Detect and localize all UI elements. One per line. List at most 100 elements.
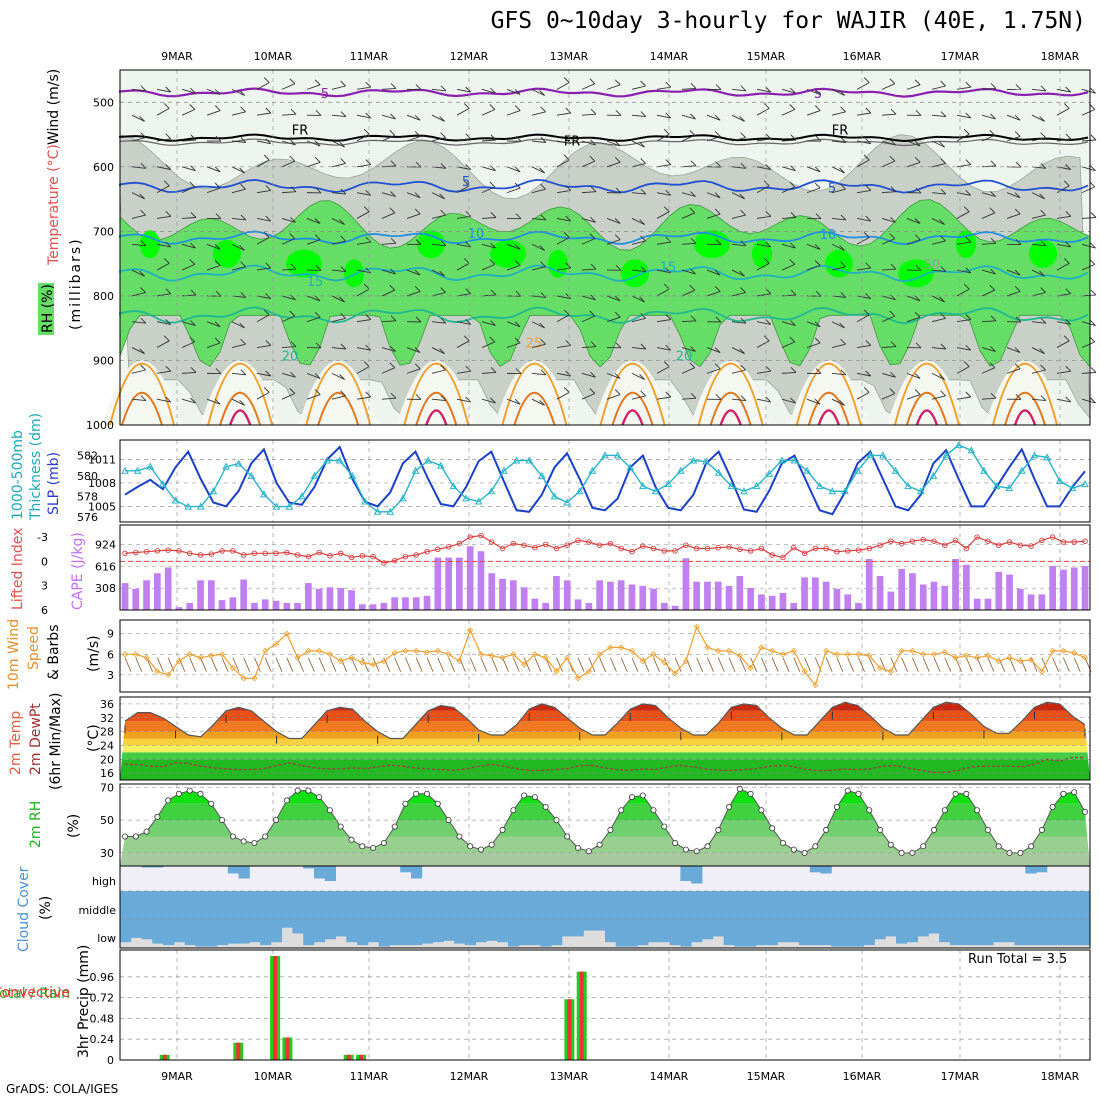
wind-barb-flag	[214, 105, 221, 111]
wind-barb	[556, 267, 571, 271]
thickness-point	[285, 502, 294, 510]
wind-barb-flag	[640, 312, 646, 319]
wind-barb-flag	[339, 141, 345, 148]
cape-bar	[930, 581, 938, 610]
wind-barb-flag	[215, 368, 222, 374]
wind-barb-flag	[814, 89, 821, 95]
wind-barb-flag	[840, 183, 846, 190]
wind-barb-flag	[339, 296, 345, 303]
wind-barb-flag	[1090, 242, 1096, 249]
cloud-high-bar	[227, 866, 239, 874]
wind-barb	[306, 239, 321, 245]
wind-barb	[1056, 370, 1071, 374]
rh-legend-swatch	[38, 283, 54, 335]
wind-barb	[756, 262, 770, 271]
wind-barb-flag	[314, 389, 321, 395]
lifted-index-point	[564, 542, 570, 548]
wind-speed-point	[208, 652, 215, 659]
thickness-point	[222, 462, 230, 470]
wind-barb	[706, 192, 721, 199]
wind-barb	[206, 398, 221, 405]
wind-barb-flag	[390, 315, 397, 322]
wind-barb	[1081, 398, 1096, 404]
wind-barb	[231, 266, 246, 271]
lifted-index-point	[1028, 543, 1034, 549]
wind-barb-flag	[965, 159, 972, 165]
wind-barb-flag	[265, 185, 272, 191]
cloud-middle-bar	[691, 891, 703, 919]
thickness-point	[777, 456, 786, 464]
wind-barb	[856, 267, 871, 271]
wind-barb	[831, 218, 846, 221]
wind-barb-flag	[814, 260, 821, 266]
surface-wind-barb	[534, 657, 542, 672]
wind-barb-flag	[714, 208, 721, 215]
wind-barb-flag	[1065, 319, 1072, 325]
cloud-middle-bar	[249, 891, 261, 919]
wind-barb	[856, 218, 871, 222]
wind-barb	[1031, 292, 1046, 297]
wind-barb	[831, 188, 846, 194]
wind-barb	[206, 187, 221, 194]
rh-point	[337, 823, 344, 830]
temp-35-contour	[817, 409, 840, 426]
lifted-index-point	[186, 550, 193, 557]
wind-speed-point	[801, 668, 808, 675]
wind-barb	[256, 112, 271, 116]
wind-speed-point	[995, 658, 1002, 665]
wind-speed-point	[154, 668, 161, 675]
thickness-point	[411, 466, 420, 474]
wind-barb-flag	[563, 232, 570, 238]
wind-barb-flag	[663, 283, 670, 290]
wind-barb-flag	[214, 166, 221, 173]
bottom-date-label: 13MAR	[550, 1070, 589, 1083]
cloud-middle-bar	[454, 891, 466, 919]
wind-speed-point	[682, 658, 689, 665]
wind-speed-point	[661, 659, 668, 666]
wind-barb-flag	[615, 187, 622, 194]
surface-wind-barb	[610, 657, 617, 672]
wind-barb	[256, 237, 270, 245]
wind-barb-flag	[465, 164, 472, 170]
wind-barb	[1056, 243, 1071, 248]
wind-barb	[281, 160, 295, 168]
wind-barb-flag	[865, 293, 872, 299]
temp-band	[120, 745, 1090, 753]
wind-barb-flag	[840, 369, 847, 376]
cloud-middle-bar	[928, 891, 940, 919]
top-date-label: 18MAR	[1041, 50, 1080, 63]
precip-convective-bar	[359, 1054, 363, 1060]
wind-tick-label: 9	[107, 628, 114, 641]
wind-barb	[581, 218, 596, 223]
wind-barb-flag	[790, 212, 797, 218]
contour-label: 10	[468, 227, 485, 242]
panel-frame	[119, 696, 1091, 781]
wind-speed-point	[240, 675, 247, 682]
wind-barb	[781, 321, 796, 327]
wind-speed-point	[790, 647, 797, 654]
rh-bright-patch	[140, 230, 160, 259]
wind-barb	[556, 112, 571, 116]
wind-barb-flag	[889, 155, 896, 162]
wind-barb-flag	[739, 348, 745, 355]
wind-barb	[956, 347, 971, 351]
wind-barb-flag	[740, 287, 746, 293]
rh-point	[769, 825, 776, 832]
wind-barb-flag	[163, 335, 170, 342]
wind-barb-flag	[415, 239, 422, 245]
cloud-middle-bar	[357, 891, 369, 919]
wind-barb-flag	[990, 160, 997, 167]
cloud-middle-bar	[529, 891, 541, 919]
wind-barb-flag	[914, 311, 921, 318]
wind-barb-flag	[1015, 84, 1022, 90]
lifted-index-point	[877, 542, 883, 548]
cape-bar	[197, 580, 204, 611]
wind-barb-flag	[290, 139, 296, 146]
wind-barb	[781, 186, 795, 194]
cape-bar	[337, 588, 345, 610]
wind-barb-flag	[665, 314, 672, 320]
lifted-index-point	[704, 545, 711, 552]
cloud-middle-bar	[324, 891, 336, 919]
thickness-point	[323, 456, 331, 464]
wind-speed-point	[812, 682, 819, 689]
